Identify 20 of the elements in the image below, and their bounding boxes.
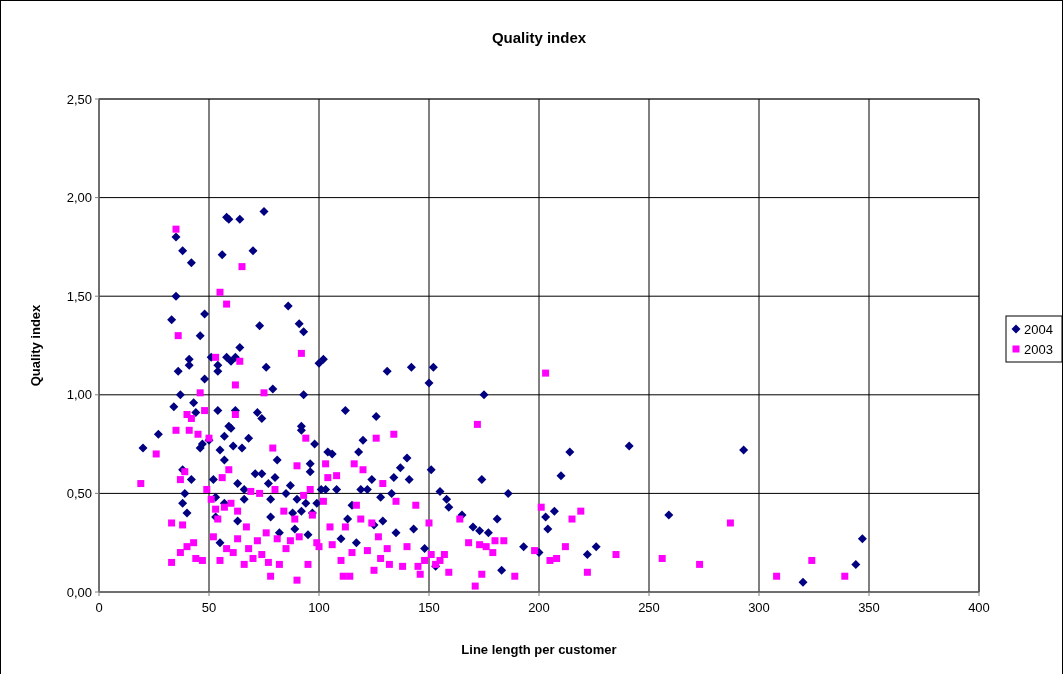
x-tick-label: 100 [308,600,330,615]
y-tick-label: 2,00 [66,190,92,206]
x-tick-label: 200 [528,600,550,615]
x-axis-title: Line length per customer [461,642,617,657]
x-tick-label: 300 [748,600,770,615]
y-tick-label: 1,00 [66,387,92,403]
x-tick-label: 150 [418,600,440,615]
y-tick-label: 0,00 [66,584,92,600]
x-tick-label: 0 [95,600,103,615]
y-tick-label: 1,50 [66,288,92,304]
x-tick-label: 250 [638,600,660,615]
x-tick-label: 350 [858,600,880,615]
chart-title: Quality index [491,29,587,46]
y-tick-label: 0,50 [66,485,92,501]
y-axis-title: Quality index [28,303,43,387]
legend-label: 2003 [1024,341,1053,357]
legend-label: 2004 [1024,321,1053,337]
x-tick-label: 400 [968,600,990,615]
y-tick-label: 2,50 [66,91,92,107]
x-tick-label: 50 [201,600,217,615]
